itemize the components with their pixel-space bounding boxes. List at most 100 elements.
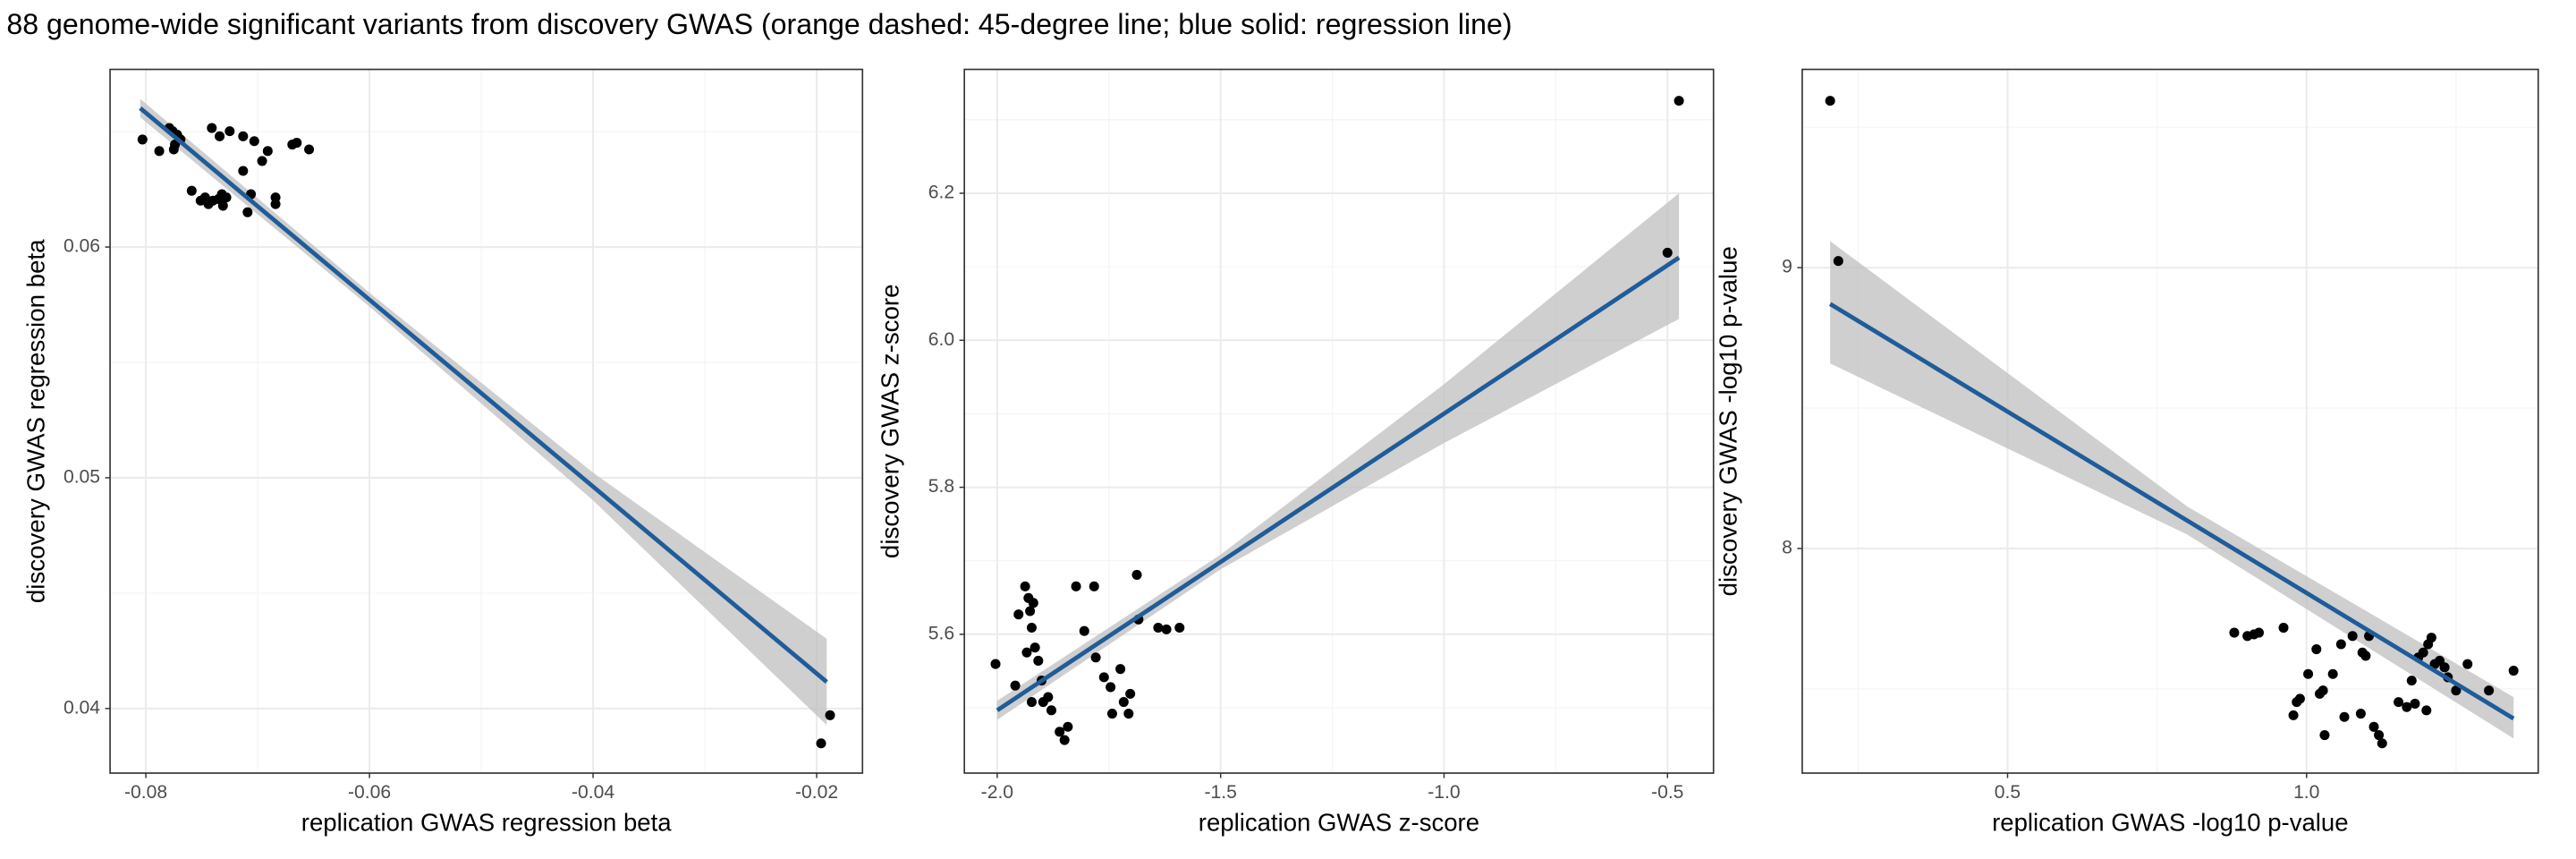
- data-point: [1046, 705, 1056, 716]
- regression-line: [1828, 302, 2515, 721]
- y-tick-label: 0.06: [64, 236, 100, 257]
- data-point: [207, 123, 217, 133]
- data-point: [238, 131, 249, 141]
- data-point: [186, 185, 197, 196]
- data-point: [2347, 631, 2358, 642]
- x-tick-label: -2.0: [981, 782, 1013, 803]
- data-point: [1174, 622, 1185, 634]
- y-tick-label: 6.0: [928, 329, 954, 350]
- data-point: [2288, 710, 2299, 720]
- data-point: [2426, 633, 2436, 643]
- data-point: [2327, 668, 2338, 679]
- x-axis-label: replication GWAS -log10 p-value: [1992, 808, 2348, 836]
- data-point: [2406, 676, 2417, 686]
- data-point: [1833, 256, 1843, 267]
- data-point: [2410, 698, 2420, 709]
- x-tick-label: -1.5: [1204, 782, 1236, 803]
- data-point: [2318, 685, 2328, 696]
- x-tick-label: -0.06: [348, 782, 391, 803]
- x-tick-label: -0.02: [795, 782, 838, 803]
- data-point: [2374, 729, 2385, 741]
- data-point: [1662, 247, 1673, 258]
- regression-line: [139, 106, 828, 684]
- y-tick-label: 0.04: [64, 697, 100, 718]
- data-point: [2394, 697, 2404, 708]
- data-point: [154, 146, 165, 157]
- chart-title: 88 genome-wide significant variants from…: [6, 8, 1512, 40]
- data-point: [1825, 96, 1835, 106]
- y-axis-label: discovery GWAS regression beta: [22, 239, 50, 603]
- x-tick-label: 1.0: [2293, 782, 2319, 803]
- data-point: [221, 192, 232, 203]
- data-point: [1013, 609, 1024, 620]
- data-point: [2278, 623, 2289, 634]
- y-tick-label: 6.2: [928, 183, 954, 203]
- x-tick-label: -0.5: [1651, 782, 1683, 803]
- data-point: [1118, 697, 1129, 708]
- data-point: [1125, 688, 1136, 699]
- data-point: [217, 200, 228, 211]
- data-point: [1010, 680, 1021, 691]
- panel-border: [1801, 68, 2539, 774]
- data-point: [2418, 647, 2428, 658]
- regression-line: [996, 255, 1681, 712]
- data-point: [1115, 664, 1126, 675]
- data-point: [1026, 697, 1037, 708]
- x-tick-label: -0.04: [572, 782, 614, 803]
- data-point: [1059, 735, 1070, 745]
- y-tick-label: 9: [1782, 257, 1792, 277]
- data-point: [137, 134, 148, 145]
- data-point: [2355, 708, 2366, 719]
- data-point: [2462, 659, 2473, 669]
- data-point: [816, 738, 826, 749]
- plot-background: [964, 69, 1714, 774]
- data-point: [2294, 693, 2305, 704]
- data-point: [825, 710, 835, 720]
- data-point: [168, 144, 179, 155]
- data-point: [1131, 569, 1142, 580]
- data-point: [2451, 685, 2462, 696]
- data-point: [2484, 685, 2495, 696]
- data-point: [1089, 581, 1099, 591]
- data-point: [2421, 705, 2432, 716]
- data-point: [1063, 721, 1073, 732]
- data-point: [1043, 692, 1054, 702]
- data-point: [1153, 622, 1164, 634]
- data-point: [262, 146, 273, 157]
- data-point: [292, 137, 302, 149]
- data-point: [1071, 581, 1081, 591]
- x-tick-label: -0.08: [124, 782, 167, 803]
- data-point: [2253, 627, 2264, 638]
- data-point: [2377, 738, 2387, 749]
- data-point: [2319, 729, 2330, 741]
- data-point: [238, 166, 249, 176]
- data-point: [1079, 625, 1089, 636]
- data-point: [1090, 652, 1101, 663]
- y-tick-label: 0.05: [64, 467, 100, 488]
- data-point: [2360, 651, 2371, 661]
- data-point: [225, 126, 235, 137]
- y-axis-label: discovery GWAS z-score: [877, 284, 904, 558]
- data-point: [2339, 711, 2350, 722]
- confidence-band: [140, 98, 827, 726]
- y-tick-label: 5.6: [928, 623, 954, 643]
- data-point: [2402, 702, 2412, 712]
- y-tick-label: 5.8: [928, 476, 954, 497]
- x-tick-label: 0.5: [1995, 782, 2021, 803]
- data-point: [2303, 668, 2314, 679]
- panel-border: [963, 68, 1715, 774]
- data-point: [1106, 708, 1117, 719]
- data-point: [215, 131, 225, 141]
- data-point: [1098, 672, 1109, 683]
- data-point: [242, 207, 253, 217]
- panel-border: [109, 68, 864, 774]
- y-tick-label: 8: [1782, 537, 1792, 557]
- data-point: [1055, 727, 1065, 737]
- data-point: [1020, 581, 1030, 591]
- data-point: [2311, 643, 2322, 655]
- data-point: [1161, 624, 1172, 634]
- data-point: [1674, 96, 1684, 106]
- data-point: [270, 199, 281, 209]
- data-point: [2508, 666, 2519, 676]
